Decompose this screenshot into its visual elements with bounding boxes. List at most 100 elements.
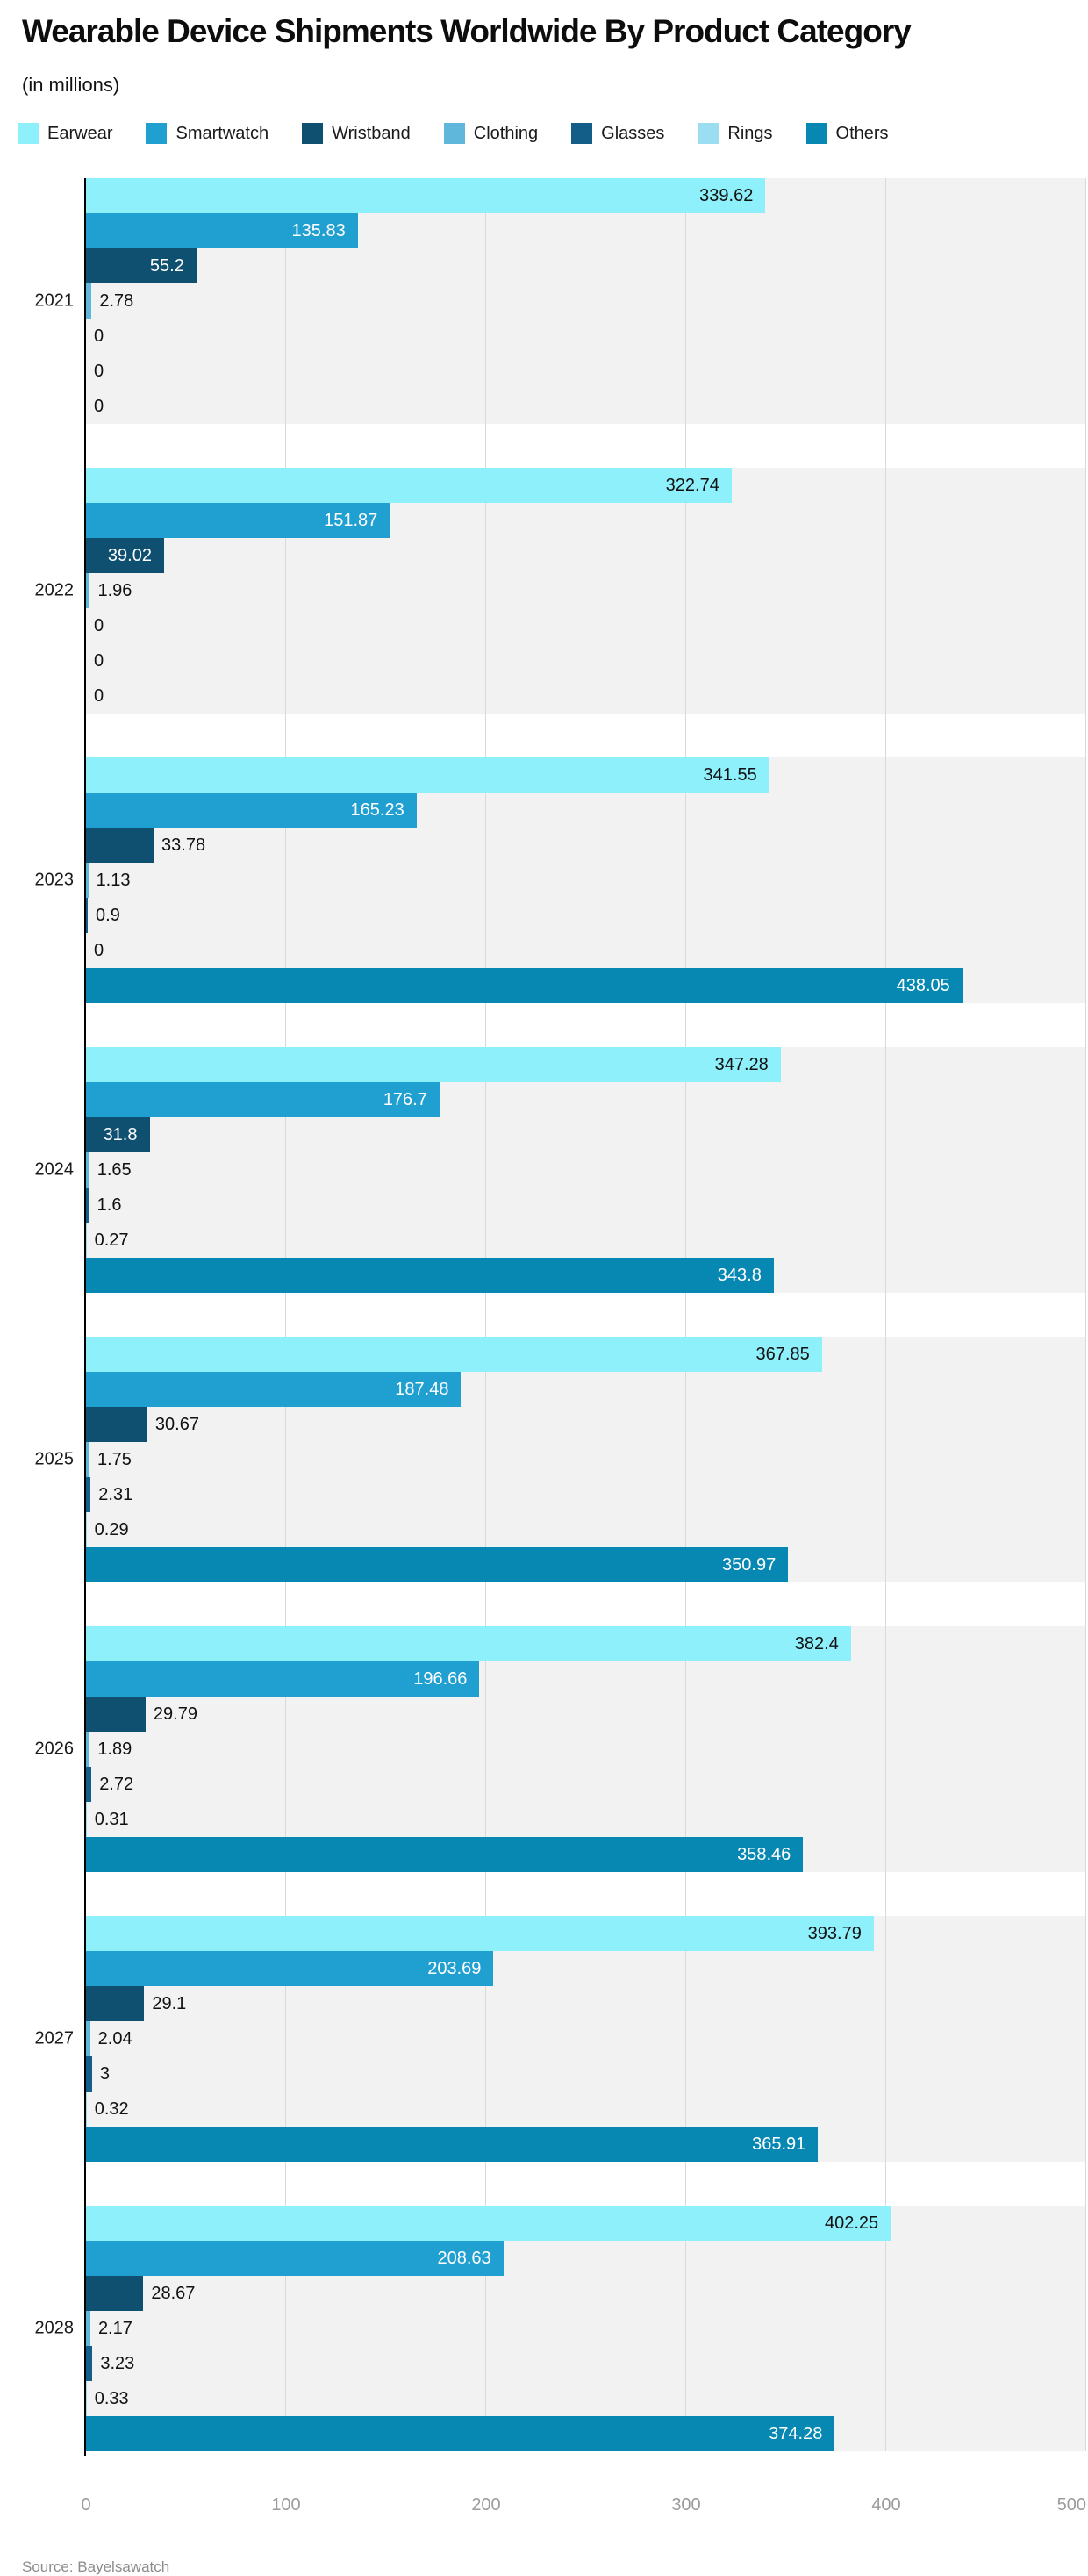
source-note: Source: Bayelsawatch [22,2558,170,2576]
bar-row: 187.48 [86,1372,1086,1408]
bar-glasses[interactable] [86,1188,89,1223]
gridline [285,178,286,2452]
bar-value-label: 1.75 [97,1450,132,1470]
bar-row: 1.96 [86,573,1086,609]
legend-item-rings[interactable]: Rings [698,123,773,145]
bar-rings[interactable] [86,1223,87,1259]
bar-value-label: 0.27 [94,1231,129,1251]
bar-value-label: 196.66 [413,1669,468,1690]
bar-smartwatch[interactable] [86,503,390,539]
bar-row: 438.05 [86,968,1086,1004]
bar-rings[interactable] [86,2381,87,2417]
bar-smartwatch[interactable] [86,1082,440,1118]
bar-others[interactable] [86,1837,804,1873]
bar-wristband[interactable] [86,1986,145,2022]
bar-row: 3 [86,2056,1086,2092]
bar-others[interactable] [86,2416,835,2452]
bar-wristband[interactable] [86,538,164,574]
bar-clothing[interactable] [86,2311,90,2347]
bar-others[interactable] [86,2127,819,2163]
bar-wristband[interactable] [86,248,197,284]
bar-row: 30.67 [86,1407,1086,1443]
bar-glasses[interactable] [86,2346,93,2382]
bar-smartwatch[interactable] [86,213,358,249]
bar-value-label: 29.1 [152,1994,187,2014]
bar-earwear[interactable] [86,757,769,793]
bar-value-label: 367.85 [755,1345,810,1365]
bar-row: 393.79 [86,1916,1086,1952]
bar-clothing[interactable] [86,1732,90,1768]
bar-row: 151.87 [86,503,1086,539]
legend-item-glasses[interactable]: Glasses [571,123,664,145]
bar-smartwatch[interactable] [86,1661,480,1697]
bar-value-label: 135.83 [291,221,346,241]
gridline [1085,178,1086,2452]
bar-earwear[interactable] [86,1337,822,1373]
bar-clothing[interactable] [86,573,90,609]
bar-smartwatch[interactable] [86,2241,504,2277]
bar-earwear[interactable] [86,1916,874,1952]
bar-row: 365.91 [86,2127,1086,2163]
bar-row: 0.27 [86,1223,1086,1259]
bar-others[interactable] [86,968,963,1004]
year-label: 2022 [34,580,75,600]
legend-item-earwear[interactable]: Earwear [18,123,112,145]
year-label: 2025 [34,1449,75,1469]
bar-row: 33.78 [86,828,1086,864]
bar-value-label: 187.48 [395,1380,449,1400]
bar-row: 0.31 [86,1802,1086,1838]
chart-subtitle: (in millions) [22,74,120,97]
bar-wristband[interactable] [86,828,154,864]
bar-row: 341.55 [86,757,1086,793]
bar-glasses[interactable] [86,1477,91,1513]
legend-item-label: Rings [727,123,773,143]
chart-title: Wearable Device Shipments Worldwide By P… [22,13,912,49]
bar-clothing[interactable] [86,2021,90,2057]
year-group-2028: 2028 402.25 208.63 28.67 2.17 3.23 0.33 374.28 [35,2206,1086,2452]
bar-rings[interactable] [86,1512,87,1548]
bar-value-label: 176.7 [383,1090,427,1110]
bar-clothing[interactable] [86,1152,89,1188]
bar-wristband[interactable] [86,1117,150,1153]
legend-item-wristband[interactable]: Wristband [302,123,411,145]
bar-value-label: 0.29 [94,1520,129,1540]
bar-wristband[interactable] [86,2276,144,2312]
bar-wristband[interactable] [86,1407,147,1443]
plot-area: 2021 339.62 135.83 55.2 2.78 0 0 0 2022 322.74 151… [35,178,1086,2457]
bar-earwear[interactable] [86,468,732,504]
bar-glasses[interactable] [86,1767,92,1803]
bar-row: 0.33 [86,2381,1086,2417]
bar-smartwatch[interactable] [86,793,417,829]
bar-row: 31.8 [86,1117,1086,1153]
bar-value-label: 29.79 [153,1704,197,1725]
bar-clothing[interactable] [86,863,89,899]
bar-clothing[interactable] [86,283,92,319]
bar-value-label: 322.74 [665,476,719,496]
bar-rings[interactable] [86,1802,87,1838]
bar-clothing[interactable] [86,1442,89,1478]
bar-others[interactable] [86,1258,774,1294]
bar-rings[interactable] [86,2092,87,2128]
bar-earwear[interactable] [86,178,766,214]
bar-value-label: 393.79 [807,1924,862,1944]
bar-glasses[interactable] [86,2056,92,2092]
bar-row: 0 [86,389,1086,424]
bar-earwear[interactable] [86,2206,891,2242]
bar-earwear[interactable] [86,1626,851,1662]
bar-value-label: 1.65 [97,1160,132,1180]
bar-smartwatch[interactable] [86,1951,494,1987]
legend-swatch-icon [805,123,827,145]
bar-wristband[interactable] [86,1697,146,1733]
bar-value-label: 1.6 [97,1195,122,1216]
bar-value-label: 382.4 [794,1634,839,1654]
legend-item-clothing[interactable]: Clothing [443,123,538,145]
bar-smartwatch[interactable] [86,1372,462,1408]
bar-others[interactable] [86,1547,789,1583]
bar-value-label: 203.69 [427,1959,482,1979]
bar-earwear[interactable] [86,1047,781,1083]
bar-glasses[interactable] [86,898,89,934]
legend-item-label: Wristband [332,123,411,143]
bar-row: 0 [86,608,1086,643]
legend-item-smartwatch[interactable]: Smartwatch [146,123,268,145]
legend-item-others[interactable]: Others [805,123,889,145]
